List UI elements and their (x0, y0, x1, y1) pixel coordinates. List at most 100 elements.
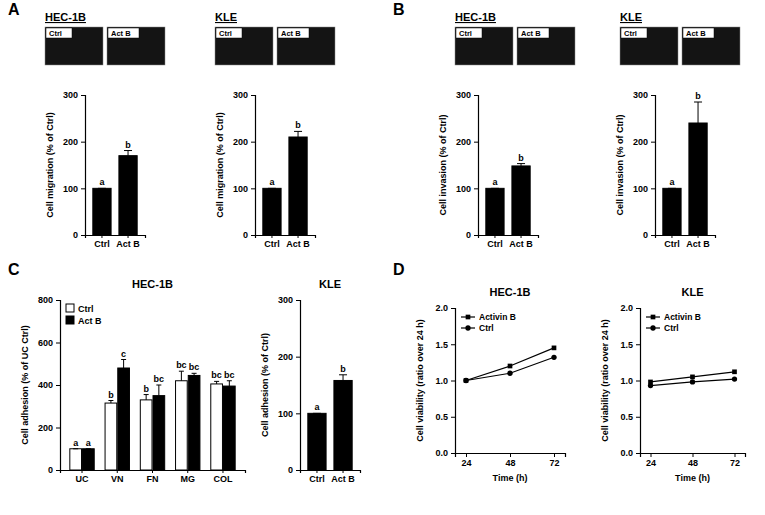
y-axis-line (56, 301, 61, 471)
x-tick-mark (222, 470, 223, 473)
y-tick-label: 300 (278, 295, 293, 305)
x-axis-line (256, 236, 316, 239)
x-tick: Act B (116, 235, 140, 249)
x-tick-mark (187, 470, 188, 473)
micrograph-label-box (518, 28, 549, 38)
x-axis-line (456, 454, 566, 458)
y-axis-line (251, 96, 256, 236)
y-tick-mark (296, 470, 300, 471)
marker (648, 383, 653, 388)
bar (263, 188, 281, 235)
significance-letter: b (518, 153, 524, 163)
y-axis-line (474, 96, 479, 236)
y-tick: 300 (63, 90, 85, 100)
y-tick: 100 (633, 184, 655, 194)
x-tick: 24 (646, 453, 656, 468)
y-tick-label: 0 (73, 230, 78, 240)
significance-letter: b (143, 384, 149, 394)
chart-title: HEC-1B (132, 278, 173, 290)
x-tick-label: UC (76, 474, 89, 484)
y-tick: 200 (456, 137, 478, 147)
y-tick: 0 (288, 465, 300, 475)
y-tick-label: 100 (278, 409, 293, 419)
y-tick: 0 (243, 230, 255, 240)
y-axis-line (636, 309, 641, 454)
x-tick: Act B (286, 235, 310, 249)
chart-title: HEC-1B (455, 11, 496, 23)
legend-marker (466, 315, 471, 320)
bar (70, 449, 82, 470)
panel-label: C (8, 261, 20, 278)
x-tick-label: Act B (286, 239, 310, 249)
legend-label: Ctrl (479, 323, 494, 333)
x-tick: Act B (686, 235, 710, 249)
error-bar (121, 360, 126, 369)
chart-title: KLE (620, 11, 642, 23)
y-axis-title: Cell adhesion (% of Ctrl) (260, 333, 270, 437)
y-tick-mark (636, 381, 640, 382)
error-bar (124, 151, 132, 156)
legend: Activin BCtrl (461, 312, 516, 333)
micrograph (45, 27, 103, 65)
micrograph-label-box (683, 28, 714, 38)
error-bar (179, 371, 184, 381)
x-tick-mark (735, 453, 736, 457)
micrograph (455, 27, 513, 65)
micrograph-label: Act B (111, 29, 131, 38)
micrograph (277, 27, 335, 65)
series-line (651, 379, 735, 386)
error-bar-stem (298, 131, 299, 137)
y-axis-title: Cell viability (ratio over 24 h) (415, 319, 425, 442)
y-tick-mark (251, 235, 255, 236)
chart: CtrlAct BKLEab0100200300Cell invasion (%… (615, 11, 740, 249)
plot-area (70, 360, 235, 471)
y-tick: 300 (456, 90, 478, 100)
x-tick-label: 72 (549, 458, 559, 468)
significance-letter: bc (189, 362, 200, 372)
y-tick-mark (451, 381, 455, 382)
x-tick-mark (82, 470, 83, 473)
y-tick-mark (251, 95, 255, 96)
error-bar (517, 164, 525, 166)
x-axis: CtrlAct B (301, 470, 361, 484)
annotations: ab (314, 364, 346, 413)
y-tick-label: 100 (456, 184, 471, 194)
legend-swatch (66, 304, 74, 312)
significance-letter: b (125, 140, 131, 150)
chart-title: HEC-1B (490, 286, 531, 298)
y-tick-mark (651, 142, 655, 143)
micrograph (215, 27, 273, 65)
x-tick-mark (128, 235, 129, 238)
y-tick-mark (296, 413, 300, 414)
plot-area (463, 346, 556, 384)
error-bar (108, 401, 113, 404)
x-tick-label: Ctrl (664, 239, 680, 249)
y-tick: 300 (633, 90, 655, 100)
y-axis-line (651, 96, 656, 236)
micrograph-label: Ctrl (49, 29, 62, 38)
marker (464, 378, 469, 383)
y-tick: 100 (233, 184, 255, 194)
micrograph-label-box (621, 28, 647, 38)
plot-area (263, 131, 307, 235)
y-axis-line (451, 309, 456, 454)
y-tick-mark (651, 235, 655, 236)
y-axis: 0100200300 (456, 90, 479, 240)
micrograph-label-box (278, 28, 309, 38)
x-axis: CtrlAct B (256, 235, 316, 249)
y-tick: 0.0 (620, 448, 640, 458)
y-tick: 200 (633, 137, 655, 147)
chart-title: KLE (215, 11, 237, 23)
chart: KLE0.00.51.01.52.0Cell viability (ratio … (600, 286, 746, 483)
y-tick-mark (81, 235, 85, 236)
bar (334, 380, 352, 470)
y-tick: 200 (278, 352, 300, 362)
plot-area (663, 102, 707, 235)
x-axis-line (86, 236, 146, 239)
error-bar (98, 188, 106, 189)
error-bar (227, 381, 232, 386)
y-tick-mark (651, 188, 655, 189)
y-tick-label: 300 (233, 90, 248, 100)
error-bar (268, 188, 276, 189)
x-tick-mark (271, 235, 272, 238)
